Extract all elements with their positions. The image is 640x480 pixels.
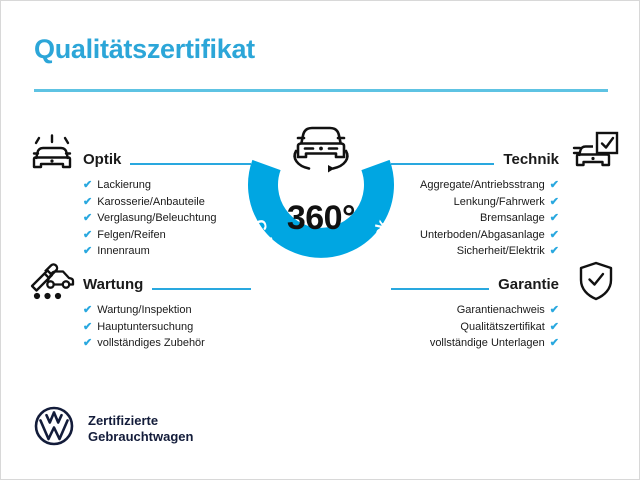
check-icon: ✔ <box>83 245 93 257</box>
list-item: Lenkung/Fahrwerk ✔ <box>391 194 559 211</box>
list-item-label: Verglasung/Beleuchtung <box>97 212 217 224</box>
list-item: Aggregate/Antriebsstrang ✔ <box>391 177 559 194</box>
badge-center-label: 360° <box>286 198 356 237</box>
list-item: Sicherheit/Elektrik ✔ <box>391 243 559 260</box>
car-front-rotate-icon <box>283 117 359 184</box>
list-item: ✔ Innenraum <box>83 243 251 260</box>
section-technik-list: Aggregate/Antriebsstrang ✔ Lenkung/Fahrwe… <box>391 177 559 260</box>
list-item: Garantienachweis ✔ <box>391 302 559 319</box>
check-icon: ✔ <box>549 212 559 224</box>
check-icon: ✔ <box>83 212 93 224</box>
list-item: Unterboden/Abgasanlage ✔ <box>391 227 559 244</box>
shield-check-icon <box>576 260 616 307</box>
section-garantie: Garantie Garantienachweis ✔ Qualitätszert… <box>391 271 559 368</box>
list-item: ✔ vollständiges Zubehör <box>83 335 251 352</box>
check-icon: ✔ <box>549 245 559 257</box>
list-item-label: Lenkung/Fahrwerk <box>453 195 545 208</box>
list-item-label: Aggregate/Antriebsstrang <box>420 179 545 191</box>
list-item: vollständige Unterlagen ✔ <box>391 335 559 352</box>
section-technik-header: Technik <box>391 146 559 168</box>
list-item: ✔ Hauptuntersuchung <box>83 319 251 336</box>
list-item-label: Hauptuntersuchung <box>97 320 194 333</box>
list-item-label: vollständige Unterlagen <box>429 337 545 349</box>
list-item-label: Karosserie/Anbauteile <box>97 195 205 208</box>
check-icon: ✔ <box>549 304 559 316</box>
check-icon: ✔ <box>549 228 559 241</box>
list-item-label: Innenraum <box>97 245 150 257</box>
footer-label: Zertifizierte Gebrauchtwagen <box>88 412 194 444</box>
check-icon: ✔ <box>549 320 559 333</box>
check-icon: ✔ <box>83 195 93 208</box>
page-title: Qualitätszertifikat <box>34 34 255 64</box>
check-icon: ✔ <box>83 320 93 333</box>
section-wartung-list: ✔ Wartung/Inspektion ✔ Hauptuntersuchung ✔… <box>83 302 251 352</box>
section-garantie-header: Garantie <box>391 271 559 293</box>
list-item-label: Garantienachweis <box>456 304 545 316</box>
car-inspection-light-icon <box>29 134 75 179</box>
list-item-label: Qualitätszertifikat <box>460 320 545 333</box>
check-icon: ✔ <box>549 337 559 349</box>
list-item: ✔ Felgen/Reifen <box>83 227 251 244</box>
list-item-label: Bremsanlage <box>479 212 545 224</box>
section-garantie-underline <box>391 287 490 290</box>
section-wartung-header: Wartung <box>83 271 251 293</box>
section-wartung: Wartung ✔ Wartung/Inspektion ✔ Hauptunters… <box>83 271 251 368</box>
list-item-label: Felgen/Reifen <box>97 228 166 241</box>
list-item-label: Lackierung <box>97 179 152 191</box>
volkswagen-logo <box>34 406 74 451</box>
list-item-label: Wartung/Inspektion <box>97 304 192 316</box>
section-technik-underline <box>391 162 495 165</box>
section-wartung-underline <box>152 287 251 290</box>
check-icon: ✔ <box>83 228 93 241</box>
section-technik: Technik Aggregate/Antriebsstrang ✔ Lenkun… <box>391 146 559 276</box>
list-item: ✔ Wartung/Inspektion <box>83 302 251 319</box>
footer-brand: Zertifizierte Gebrauchtwagen <box>34 406 193 451</box>
list-item-label: vollständiges Zubehör <box>97 337 205 349</box>
list-item-label: Unterboden/Abgasanlage <box>420 228 545 241</box>
list-item: ✔ Verglasung/Beleuchtung <box>83 210 251 227</box>
check-icon: ✔ <box>83 179 93 191</box>
section-optik-underline <box>130 162 251 165</box>
section-garantie-list: Garantienachweis ✔ Qualitätszertifikat ✔ v… <box>391 302 559 352</box>
section-garantie-title: Garantie <box>498 276 559 293</box>
car-checkbox-icon <box>571 131 619 178</box>
list-item: Qualitätszertifikat ✔ <box>391 319 559 336</box>
section-wartung-title: Wartung <box>83 276 144 293</box>
pen-car-service-icon <box>29 260 75 307</box>
list-item: ✔ Lackierung <box>83 177 251 194</box>
check-icon: ✔ <box>549 195 559 208</box>
check-icon: ✔ <box>549 179 559 191</box>
list-item-label: Sicherheit/Elektrik <box>456 245 545 257</box>
section-optik-header: Optik <box>83 146 251 168</box>
list-item: Bremsanlage ✔ <box>391 210 559 227</box>
section-optik: Optik ✔ Lackierung ✔ Karosserie/Anbauteile… <box>83 146 251 276</box>
title-divider <box>34 89 608 92</box>
check-icon: ✔ <box>83 304 93 316</box>
check-icon: ✔ <box>83 337 93 349</box>
section-optik-list: ✔ Lackierung ✔ Karosserie/Anbauteile ✔ Verg… <box>83 177 251 260</box>
section-technik-title: Technik <box>503 151 559 168</box>
list-item: ✔ Karosserie/Anbauteile <box>83 194 251 211</box>
badge-360-gebrauchtwagen-check: Gebrauchtwagen-Check 360° <box>233 123 409 299</box>
section-optik-title: Optik <box>83 151 122 168</box>
